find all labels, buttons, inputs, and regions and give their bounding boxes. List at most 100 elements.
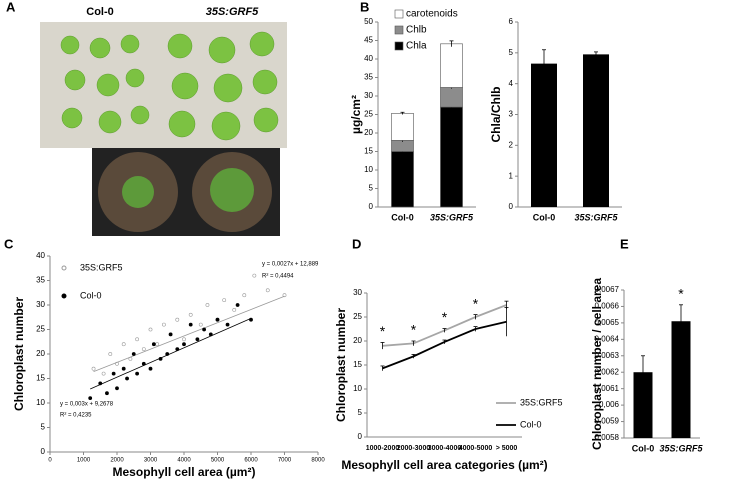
panel-letter: A bbox=[6, 0, 16, 14]
trendline bbox=[90, 318, 252, 390]
bar-segment bbox=[440, 106, 463, 208]
y-tick-label: 0,0066 bbox=[595, 302, 620, 311]
legend-label: Chlb bbox=[406, 25, 427, 36]
scatter-point bbox=[105, 391, 109, 396]
bar-segment bbox=[440, 87, 463, 108]
x-tick-label: 7000 bbox=[278, 458, 292, 464]
y-tick-label: 30 bbox=[36, 300, 45, 309]
y-tick-label: 40 bbox=[36, 251, 45, 260]
y-tick-label: 5 bbox=[369, 184, 374, 193]
scatter-point bbox=[121, 366, 126, 371]
legend-label: carotenoids bbox=[406, 9, 458, 20]
y-tick-label: 20 bbox=[364, 128, 373, 137]
scatter-point bbox=[151, 342, 156, 347]
y-axis-label: µg/cm² bbox=[349, 95, 363, 134]
y-tick-label: 35 bbox=[36, 276, 45, 285]
scatter-point bbox=[188, 322, 193, 327]
y-tick-label: 25 bbox=[36, 325, 45, 334]
scatter-point bbox=[131, 352, 136, 356]
y-tick-label: 50 bbox=[364, 17, 373, 26]
scatter-point bbox=[225, 322, 230, 327]
bar bbox=[633, 372, 653, 438]
legend-label: Col-0 bbox=[80, 290, 102, 300]
trendline bbox=[93, 295, 285, 373]
photo-label: Col-0 bbox=[86, 6, 114, 18]
y-tick-label: 5 bbox=[358, 408, 363, 417]
legend-label: Chla bbox=[406, 41, 427, 52]
panel-letter: C bbox=[4, 236, 14, 251]
scatter-point bbox=[125, 376, 129, 381]
y-tick-label: 0 bbox=[41, 447, 46, 456]
scatter-point bbox=[195, 337, 200, 342]
x-tick-label: 4000 bbox=[177, 458, 191, 464]
scatter-point bbox=[282, 293, 287, 298]
y-tick-label: 0,0058 bbox=[595, 433, 620, 442]
y-tick-label: 0,0063 bbox=[595, 351, 620, 360]
x-tick-label: 8000 bbox=[311, 458, 325, 464]
scatter-point bbox=[155, 342, 160, 347]
annotation: R² = 0,4494 bbox=[262, 274, 294, 280]
x-tick-label: Col-0 bbox=[632, 443, 655, 453]
plants bbox=[60, 31, 279, 141]
y-tick-label: 10 bbox=[364, 165, 373, 174]
scatter-point bbox=[175, 317, 180, 322]
scatter-point bbox=[91, 366, 96, 371]
x-axis-label: Mesophyll cell area (µm²) bbox=[113, 465, 256, 479]
bar bbox=[531, 63, 557, 207]
scatter-point bbox=[148, 366, 153, 371]
bar bbox=[671, 321, 691, 438]
scatter-point bbox=[135, 337, 140, 342]
legend-swatch bbox=[394, 9, 404, 19]
legend-marker bbox=[61, 293, 67, 299]
y-tick-label: 0,0059 bbox=[595, 417, 620, 426]
x-axis-label: Mesophyll cell area categories (µm²) bbox=[341, 458, 547, 472]
y-tick-label: 35 bbox=[364, 73, 373, 82]
bar bbox=[583, 54, 609, 207]
panel-a-photos: Col-0 35S:GRF5 bbox=[40, 6, 287, 236]
y-tick-label: 0,0061 bbox=[595, 384, 620, 393]
y-tick-label: 0,006 bbox=[599, 400, 620, 409]
x-tick-label: 3000 bbox=[144, 458, 158, 464]
significance-mark: * bbox=[380, 323, 386, 339]
legend-marker bbox=[61, 265, 67, 271]
scatter-point bbox=[215, 317, 220, 322]
bar-segment bbox=[391, 140, 414, 152]
y-tick-label: 5 bbox=[41, 423, 46, 432]
scatter-point bbox=[205, 303, 210, 307]
x-tick-label: 35S:GRF5 bbox=[574, 212, 618, 222]
x-tick-label: 6000 bbox=[244, 458, 258, 464]
scatter-point bbox=[135, 371, 140, 376]
y-tick-label: 0 bbox=[369, 202, 374, 211]
y-tick-label: 15 bbox=[36, 374, 45, 383]
scatter-point bbox=[265, 288, 270, 293]
scatter-point bbox=[115, 386, 119, 391]
x-tick-label: 2000 bbox=[110, 458, 124, 464]
annotation: R² = 0,4235 bbox=[60, 413, 92, 419]
y-tick-label: 0,0067 bbox=[595, 285, 620, 294]
y-tick-label: 20 bbox=[353, 336, 362, 345]
y-tick-label: 0,0064 bbox=[595, 334, 620, 343]
y-tick-label: 25 bbox=[364, 110, 373, 119]
bar-segment bbox=[440, 43, 463, 88]
photo-label: 35S:GRF5 bbox=[206, 6, 259, 18]
y-tick-label: 1 bbox=[509, 171, 514, 180]
panel-letter: B bbox=[360, 0, 369, 14]
bar-segment bbox=[391, 151, 414, 208]
bar-segment bbox=[391, 113, 414, 141]
x-tick-label: 0 bbox=[48, 458, 52, 464]
significance-mark: * bbox=[678, 286, 684, 302]
legend-label: Col-0 bbox=[520, 419, 542, 429]
annotation: y = 0,003x + 9,2678 bbox=[60, 402, 114, 408]
significance-mark: * bbox=[473, 295, 479, 311]
y-tick-label: 15 bbox=[353, 360, 362, 369]
rosette bbox=[210, 168, 254, 212]
scatter-point bbox=[202, 327, 207, 332]
y-axis-label: Chloroplast number bbox=[12, 297, 26, 411]
scatter-point bbox=[252, 273, 257, 278]
scatter-point bbox=[168, 332, 173, 337]
y-tick-label: 0 bbox=[509, 202, 514, 211]
scatter-point bbox=[161, 322, 166, 327]
y-tick-label: 6 bbox=[509, 17, 514, 26]
